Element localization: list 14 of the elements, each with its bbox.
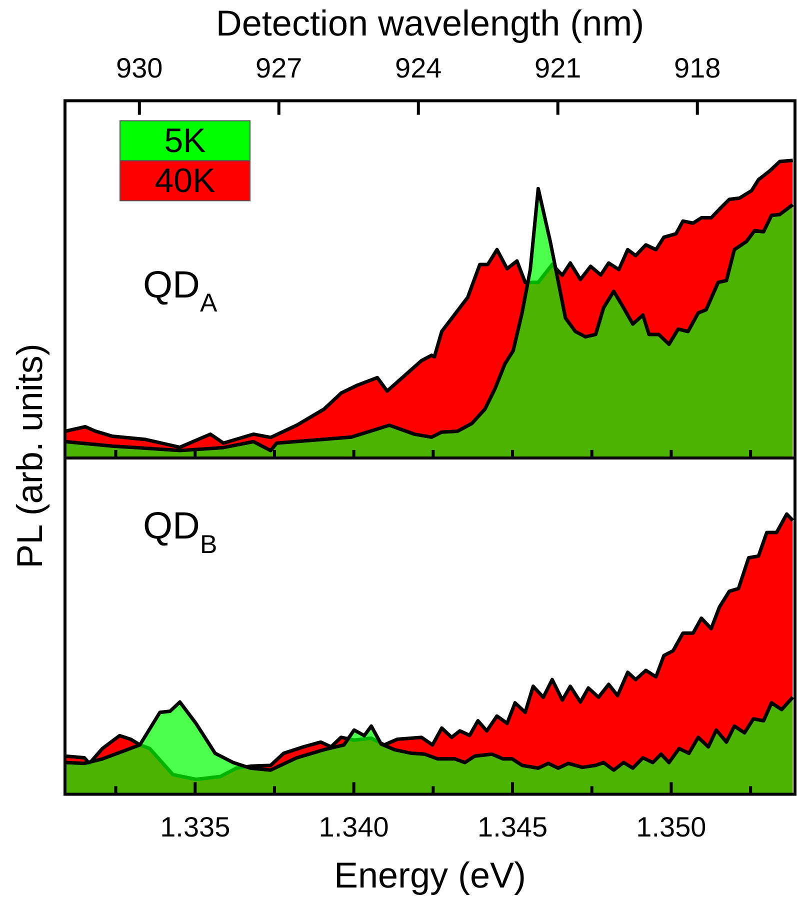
- x-tick-label: 1.335: [160, 812, 230, 843]
- x-tick-label: 1.350: [636, 812, 706, 843]
- x2-axis-title: Detection wavelength (nm): [216, 2, 644, 44]
- x-tick-label: 1.345: [477, 812, 548, 843]
- text: 40K: [154, 162, 216, 200]
- x2-tick-label: 930: [116, 52, 163, 84]
- x-axis-title: Energy (eV): [334, 854, 526, 896]
- x2-tick-label: 921: [534, 52, 582, 84]
- x-tick-label: 1.340: [318, 812, 389, 843]
- x2-tick-label: 927: [256, 52, 302, 84]
- x2-tick-label: 924: [395, 52, 442, 84]
- x2-tick-label: 918: [674, 52, 721, 84]
- text: 5K: [164, 122, 206, 160]
- y-axis-title: PL (arb. units): [9, 344, 51, 568]
